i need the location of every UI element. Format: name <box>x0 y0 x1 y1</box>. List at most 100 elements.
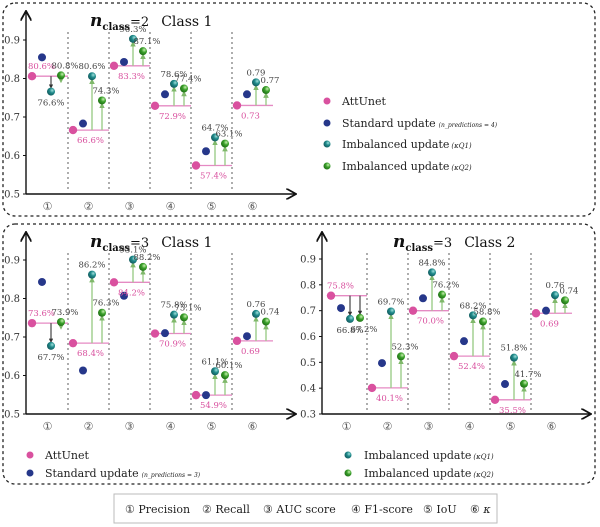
y-tick-label: 0.6 <box>4 151 20 162</box>
data-label-imbalanced-q1: 64.7% <box>201 123 228 133</box>
legend-label-main: Standard update <box>45 467 139 480</box>
data-label-attunet: 54.9% <box>200 401 227 411</box>
data-label-attunet: 66.6% <box>77 136 104 146</box>
chart-nclass3-class2: nclass=3 Class 2 0.3 0.4 0.5 0.6 0.7 0.8 0.9 ① ② ③ ④… <box>300 232 590 433</box>
point-imbalanced-q2 <box>356 313 364 322</box>
data-label-imbalanced-q2: 67.2% <box>350 325 377 335</box>
legend-item-attunet: AttUnet <box>26 449 89 462</box>
x-tick-label: ② <box>383 420 393 433</box>
point-attunet <box>27 71 37 81</box>
point-imbalanced-q1 <box>252 309 260 318</box>
data-label-imbalanced-q1: 90.3% <box>119 25 146 35</box>
x-tick-label: ③ <box>125 200 135 213</box>
data-label-attunet: 0.69 <box>241 347 260 357</box>
point-attunet <box>449 351 459 361</box>
legend-label: AttUnet <box>341 95 386 108</box>
point-imbalanced-q1 <box>551 291 559 300</box>
legend-label: Imbalanced update (κQ2) <box>364 467 494 480</box>
y-tick-label: 0.5 <box>4 410 20 421</box>
y-tick-label: 0.8 <box>4 294 20 305</box>
data-label-imbalanced-q1: 86.2% <box>78 261 105 271</box>
point-imbalanced-q2 <box>520 379 528 388</box>
legend-marker-imb-q1 <box>323 140 331 148</box>
x-tick-label: ④ <box>465 420 475 433</box>
legend-marker-standard <box>26 469 34 477</box>
x-tick-label: ⑥ <box>248 420 258 433</box>
data-label-imbalanced-q2: 76.2% <box>432 281 459 291</box>
data-label-imbalanced-q2: 52.3% <box>391 342 418 352</box>
point-attunet <box>27 318 37 328</box>
data-label-attunet: 80.6% <box>28 62 55 72</box>
point-standard-update <box>161 329 169 338</box>
data-label-imbalanced-q1: 51.8% <box>500 344 527 354</box>
y-tick-label: 0.7 <box>4 113 20 124</box>
point-imbalanced-q1 <box>211 367 219 376</box>
point-standard-update <box>79 119 87 128</box>
panel-frame-top <box>2 2 596 217</box>
y-tick-label: 0.5 <box>300 358 316 369</box>
chart-title: nclass=3 Class 2 <box>393 232 515 254</box>
point-imbalanced-q1 <box>469 311 477 320</box>
data-label-imbalanced-q2: 60.1% <box>215 361 242 371</box>
point-attunet <box>191 390 201 400</box>
point-attunet <box>232 101 242 110</box>
y-tick-label: 0.7 <box>300 306 316 317</box>
x-tick-label: ⑥ <box>248 200 258 213</box>
legend-item-imb-q1: Imbalanced update (κQ1) <box>323 138 472 151</box>
data-label-attunet: 68.4% <box>77 349 104 359</box>
legend-marker-imb-q2 <box>344 469 352 477</box>
legend-marker-attunet <box>323 97 331 105</box>
data-label-imbalanced-q2: 80.8% <box>51 61 78 71</box>
data-label-attunet: 40.1% <box>376 394 403 404</box>
data-label-attunet: 0.69 <box>540 319 559 329</box>
x-tick-label: ④ <box>166 200 176 213</box>
x-tick-label: ② <box>84 200 94 213</box>
data-label-imbalanced-q1: 84.8% <box>418 258 445 268</box>
point-standard-update <box>79 366 87 375</box>
y-tick-label: 0.8 <box>300 280 316 291</box>
data-label-attunet: 35.5% <box>499 406 526 416</box>
y-tick-label: 0.7 <box>4 333 20 344</box>
y-tick-label: 0.6 <box>4 371 20 382</box>
point-imbalanced-q2 <box>262 86 270 95</box>
title-subscript: class <box>102 22 130 33</box>
point-imbalanced-q2 <box>98 96 106 105</box>
data-label-imbalanced-q1: 0.76 <box>247 300 266 310</box>
point-imbalanced-q2 <box>57 317 65 326</box>
point-attunet <box>68 125 78 135</box>
title-subscript: class <box>102 243 130 254</box>
data-label-attunet: 72.9% <box>159 112 186 122</box>
title-n: n <box>393 232 405 252</box>
point-imbalanced-q2 <box>139 262 147 271</box>
data-label-attunet: 70.9% <box>159 340 186 350</box>
point-standard-update <box>378 359 386 368</box>
legend-label-suffix: (κQ1) <box>473 453 494 461</box>
point-attunet <box>531 309 541 318</box>
point-imbalanced-q1 <box>387 307 395 316</box>
metric-key-kappa: ⑥ κ <box>470 503 491 516</box>
point-imbalanced-q1 <box>510 353 518 362</box>
point-standard-update <box>460 337 468 346</box>
data-label-imbalanced-q1: 78.6% <box>160 70 187 80</box>
data-label-imbalanced-q2: 73.9% <box>51 308 78 318</box>
data-label-imbalanced-q2: 58.8% <box>473 308 500 318</box>
data-label-attunet: 70.0% <box>417 317 444 327</box>
point-standard-update <box>419 294 427 303</box>
metric-key-box <box>113 493 498 524</box>
point-attunet <box>109 61 119 70</box>
data-label-imbalanced-q1: 0.76 <box>546 281 565 291</box>
point-attunet <box>326 291 336 300</box>
legend-label-main: Imbalanced update <box>342 160 449 173</box>
point-attunet <box>150 101 160 111</box>
y-tick-label: 0.9 <box>4 36 20 47</box>
metric-key-text: ① Precision ② Recall ③ AUC score ④ F1-sc… <box>125 503 491 516</box>
point-imbalanced-q2 <box>262 317 270 326</box>
point-imbalanced-q1 <box>211 133 219 142</box>
data-label-imbalanced-q2: 74.3% <box>92 86 119 96</box>
legend-label-main: Standard update <box>342 117 436 130</box>
data-label-imbalanced-q2: 88.2% <box>133 253 160 263</box>
title-n: n <box>90 232 102 252</box>
data-label-attunet: 0.73 <box>241 111 260 121</box>
title-n: n <box>90 11 102 31</box>
point-imbalanced-q1 <box>129 255 137 264</box>
